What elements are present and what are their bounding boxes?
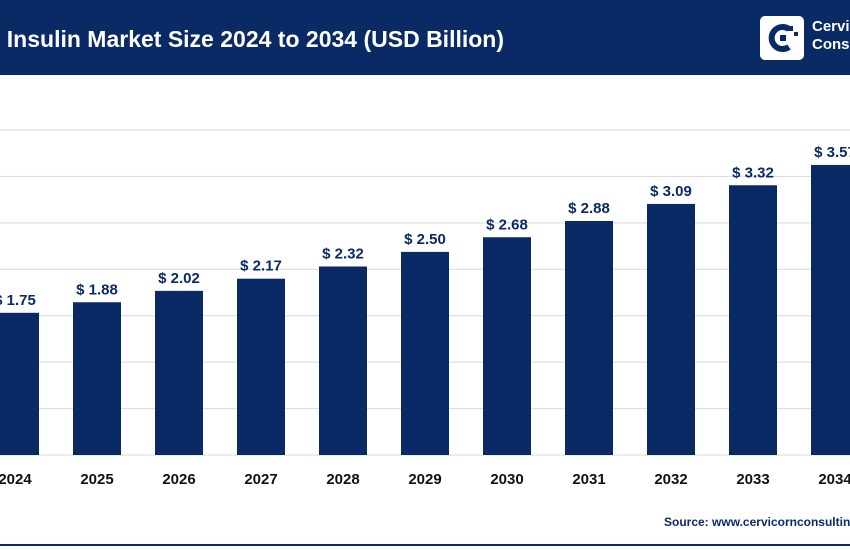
value-label-2031: $ 2.88 [568, 200, 610, 217]
x-tick-2025: 2025 [80, 471, 113, 488]
value-label-2025: $ 1.88 [76, 281, 118, 298]
x-tick-2034: 2034 [818, 471, 850, 488]
value-label-2029: $ 2.50 [404, 231, 446, 248]
x-tick-2028: 2028 [326, 471, 359, 488]
value-label-2024: $ 1.75 [0, 292, 36, 309]
x-tick-2031: 2031 [572, 471, 605, 488]
brand-line-1: Cervicorn [812, 18, 850, 35]
value-label-2033: $ 3.32 [732, 164, 774, 181]
x-tick-2032: 2032 [654, 471, 687, 488]
x-tick-2033: 2033 [736, 471, 769, 488]
bar-2030 [483, 237, 531, 455]
header-banner: Insulin Market Size 2024 to 2034 (USD Bi… [0, 0, 850, 75]
bars [0, 164, 850, 455]
value-labels: $ 1.75 $ 1.88 $ 2.02 $ 2.17 $ 2.32 $ 2.50 $ 2.… [0, 144, 850, 309]
x-tick-2030: 2030 [490, 471, 523, 488]
footer-divider [0, 544, 850, 546]
brand-line-2: Consulting [812, 36, 850, 53]
x-tick-2027: 2027 [244, 471, 277, 488]
chart-title-wrap: Insulin Market Size 2024 to 2034 (USD Bi… [0, 22, 720, 56]
value-label-2027: $ 2.17 [240, 258, 282, 275]
source-note: Source: www.cervicornconsulting.com [664, 515, 850, 529]
value-label-2034: $ 3.57 [814, 144, 850, 161]
source-label: Source: [664, 515, 709, 529]
x-tick-2029: 2029 [408, 471, 441, 488]
bar-2031 [565, 221, 613, 455]
bar-2026 [155, 290, 203, 455]
bar-2027 [237, 278, 285, 455]
bar-2034 [811, 164, 850, 455]
x-tick-2024: 2024 [0, 471, 32, 488]
chart-title: Insulin Market Size 2024 to 2034 (USD Bi… [6, 26, 504, 52]
bar-2028 [319, 266, 367, 455]
brand-name: Cervicorn Consulting [812, 18, 850, 54]
x-tick-2026: 2026 [162, 471, 195, 488]
bar-2029 [401, 251, 449, 455]
bar-2032 [647, 203, 695, 455]
value-label-2032: $ 3.09 [650, 183, 692, 200]
c-logo-icon [760, 16, 804, 60]
x-axis-ticks: 2024 2025 2026 2027 2028 2029 2030 2031 2032 2033… [0, 471, 850, 488]
bar-2024 [0, 312, 39, 455]
bar-chart: $ 1.75 $ 1.88 $ 2.02 $ 2.17 $ 2.32 $ 2.50 $ 2.… [0, 129, 850, 488]
bar-2025 [73, 302, 121, 455]
value-label-2030: $ 2.68 [486, 216, 528, 233]
source-url: www.cervicornconsulting.com [712, 515, 850, 529]
value-label-2028: $ 2.32 [322, 246, 364, 263]
value-label-2026: $ 2.02 [158, 270, 200, 287]
bar-2033 [729, 185, 777, 455]
